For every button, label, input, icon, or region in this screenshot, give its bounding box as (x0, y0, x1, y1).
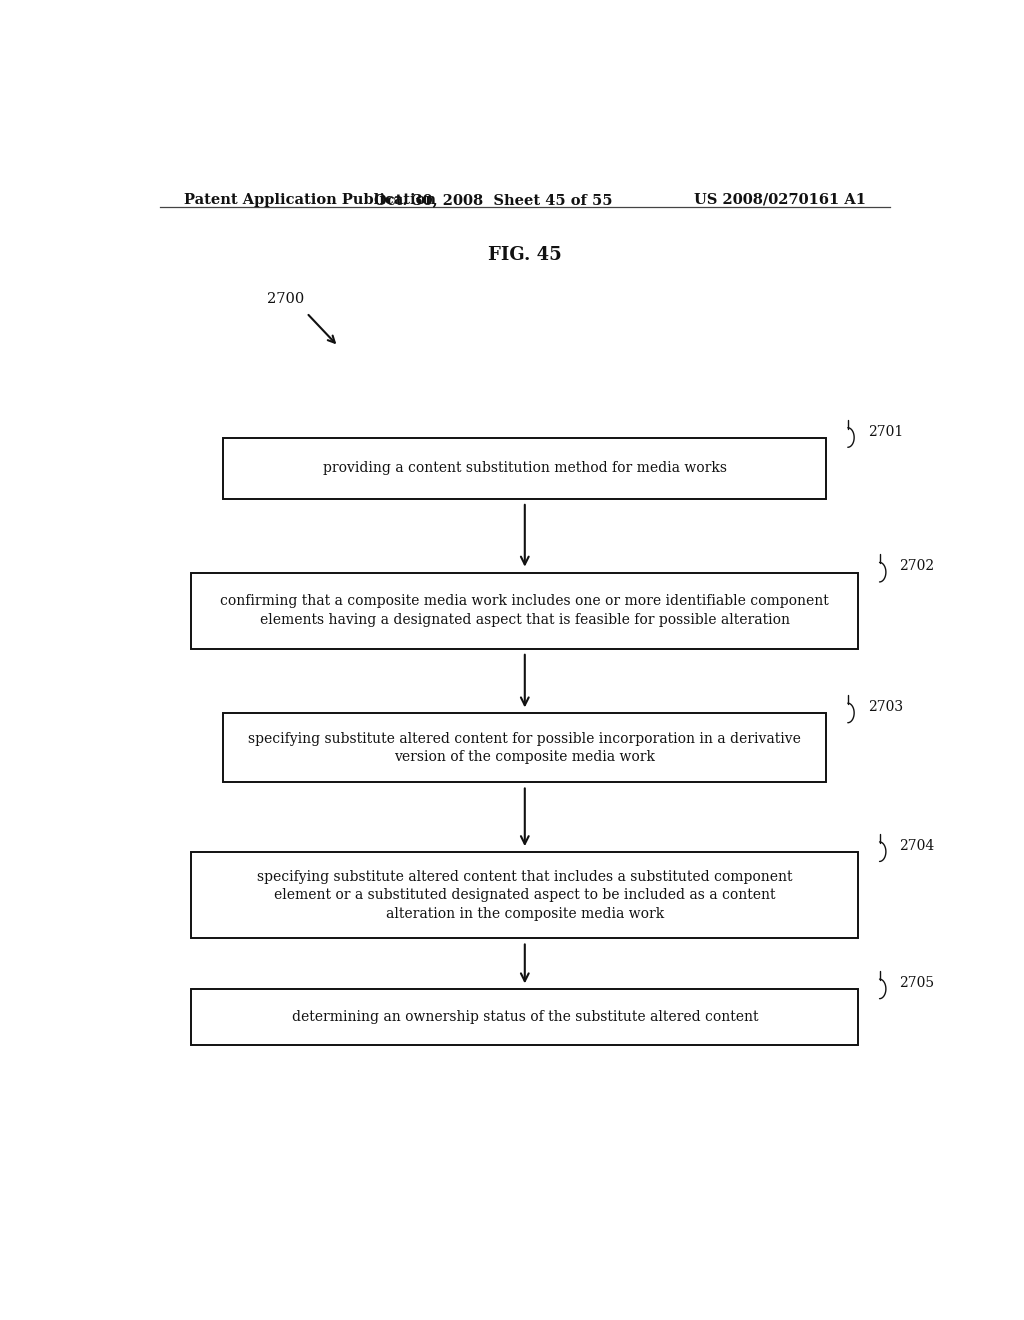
Text: determining an ownership status of the substitute altered content: determining an ownership status of the s… (292, 1010, 758, 1024)
Bar (191, 989, 858, 1045)
Text: 2705: 2705 (899, 975, 935, 990)
Text: Oct. 30, 2008  Sheet 45 of 55: Oct. 30, 2008 Sheet 45 of 55 (374, 193, 612, 207)
Text: 2702: 2702 (899, 560, 935, 573)
Bar (191, 853, 858, 939)
Text: confirming that a composite media work includes one or more identifiable compone: confirming that a composite media work i… (220, 594, 829, 627)
Text: specifying substitute altered content that includes a substituted component
elem: specifying substitute altered content th… (257, 870, 793, 920)
Text: Patent Application Publication: Patent Application Publication (183, 193, 435, 207)
Text: providing a content substitution method for media works: providing a content substitution method … (323, 462, 727, 475)
Text: 2704: 2704 (899, 840, 935, 853)
Bar (223, 438, 826, 499)
Text: US 2008/0270161 A1: US 2008/0270161 A1 (694, 193, 866, 207)
Text: specifying substitute altered content for possible incorporation in a derivative: specifying substitute altered content fo… (249, 731, 801, 764)
Text: 2703: 2703 (867, 700, 903, 714)
Text: 2701: 2701 (867, 425, 903, 438)
Text: 2700: 2700 (267, 292, 304, 306)
Text: FIG. 45: FIG. 45 (487, 246, 562, 264)
Bar (191, 573, 858, 649)
Bar (223, 713, 826, 783)
